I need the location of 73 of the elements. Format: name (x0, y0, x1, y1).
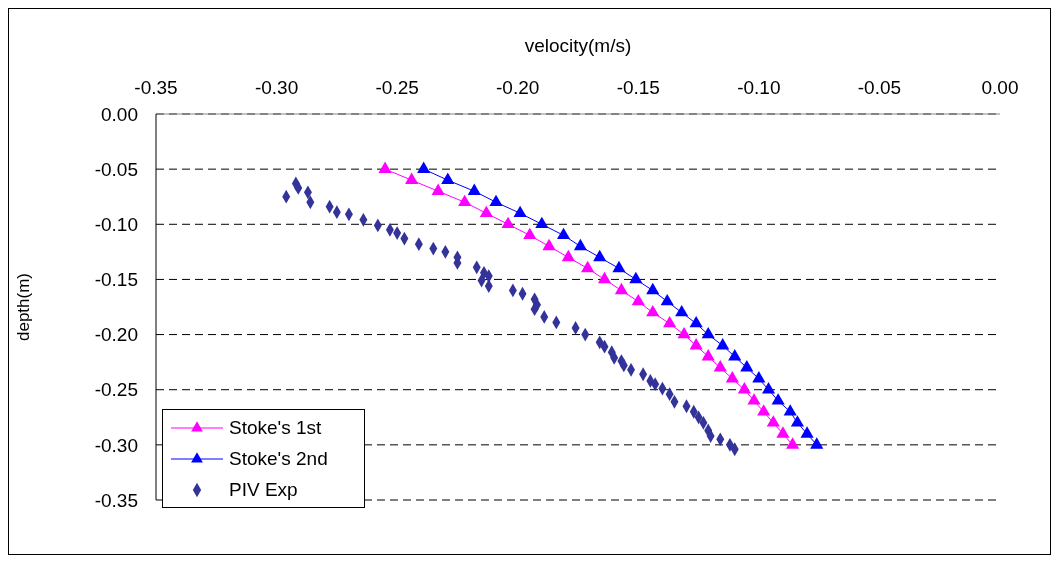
point (614, 282, 628, 295)
x-tick-label: 0.00 (981, 77, 1019, 98)
point (513, 205, 527, 218)
point (597, 271, 612, 284)
point (689, 338, 703, 350)
point (663, 315, 677, 328)
y-tick-label: -0.25 (94, 379, 138, 401)
point (542, 238, 556, 251)
point (766, 415, 780, 427)
point (417, 161, 431, 173)
x-tick-label: -0.35 (134, 77, 178, 98)
point (790, 415, 805, 427)
y-tick-label: 0.00 (101, 103, 138, 125)
point (675, 304, 689, 317)
point (716, 338, 730, 350)
point (747, 393, 761, 405)
legend-label: Stoke's 2nd (229, 447, 328, 470)
point (573, 238, 587, 251)
y-tick-label: -0.15 (94, 269, 138, 291)
point (405, 172, 419, 184)
point (761, 382, 776, 394)
point (713, 360, 727, 372)
point (646, 304, 660, 317)
point (467, 183, 481, 195)
point (612, 260, 626, 273)
point (677, 326, 691, 339)
point (556, 227, 571, 240)
point (737, 382, 751, 394)
point (740, 360, 754, 372)
x-tick-label: -0.20 (496, 77, 540, 98)
point (489, 194, 503, 207)
point (701, 349, 715, 361)
point (458, 194, 472, 207)
x-tick-label: -0.25 (375, 77, 419, 98)
point (629, 271, 643, 284)
y-tick-label: -0.30 (94, 434, 138, 456)
point (752, 371, 766, 383)
point (783, 404, 797, 416)
point (771, 393, 785, 405)
point (646, 282, 660, 295)
point (660, 293, 674, 306)
y-tick-label: -0.05 (94, 158, 138, 180)
point (728, 349, 742, 361)
y-tick-label: -0.35 (94, 489, 138, 511)
x-tick-label: -0.10 (737, 77, 781, 98)
point (431, 183, 445, 195)
y-tick-label: -0.20 (94, 324, 138, 346)
x-axis-title: velocity(m/s) (524, 35, 632, 57)
point (561, 249, 575, 262)
point (701, 326, 715, 339)
x-tick-label: -0.15 (616, 77, 660, 98)
point (689, 315, 703, 328)
point (631, 293, 645, 306)
legend-label: PIV Exp (229, 478, 298, 501)
y-tick-label: -0.10 (94, 214, 138, 236)
point (501, 216, 515, 229)
point (810, 437, 824, 449)
point (800, 426, 814, 438)
point (593, 249, 607, 262)
legend-label: Stoke's 1st (229, 416, 322, 439)
point (535, 216, 549, 229)
point (479, 205, 493, 218)
point (725, 371, 739, 383)
point (757, 404, 771, 416)
point (441, 172, 455, 184)
point (776, 426, 790, 438)
x-tick-label: -0.05 (857, 77, 902, 98)
x-tick-label: -0.30 (254, 77, 299, 98)
point (581, 260, 595, 273)
point (378, 161, 392, 173)
point (523, 227, 537, 240)
y-axis-title: depth(m) (14, 272, 34, 342)
point (786, 437, 800, 449)
